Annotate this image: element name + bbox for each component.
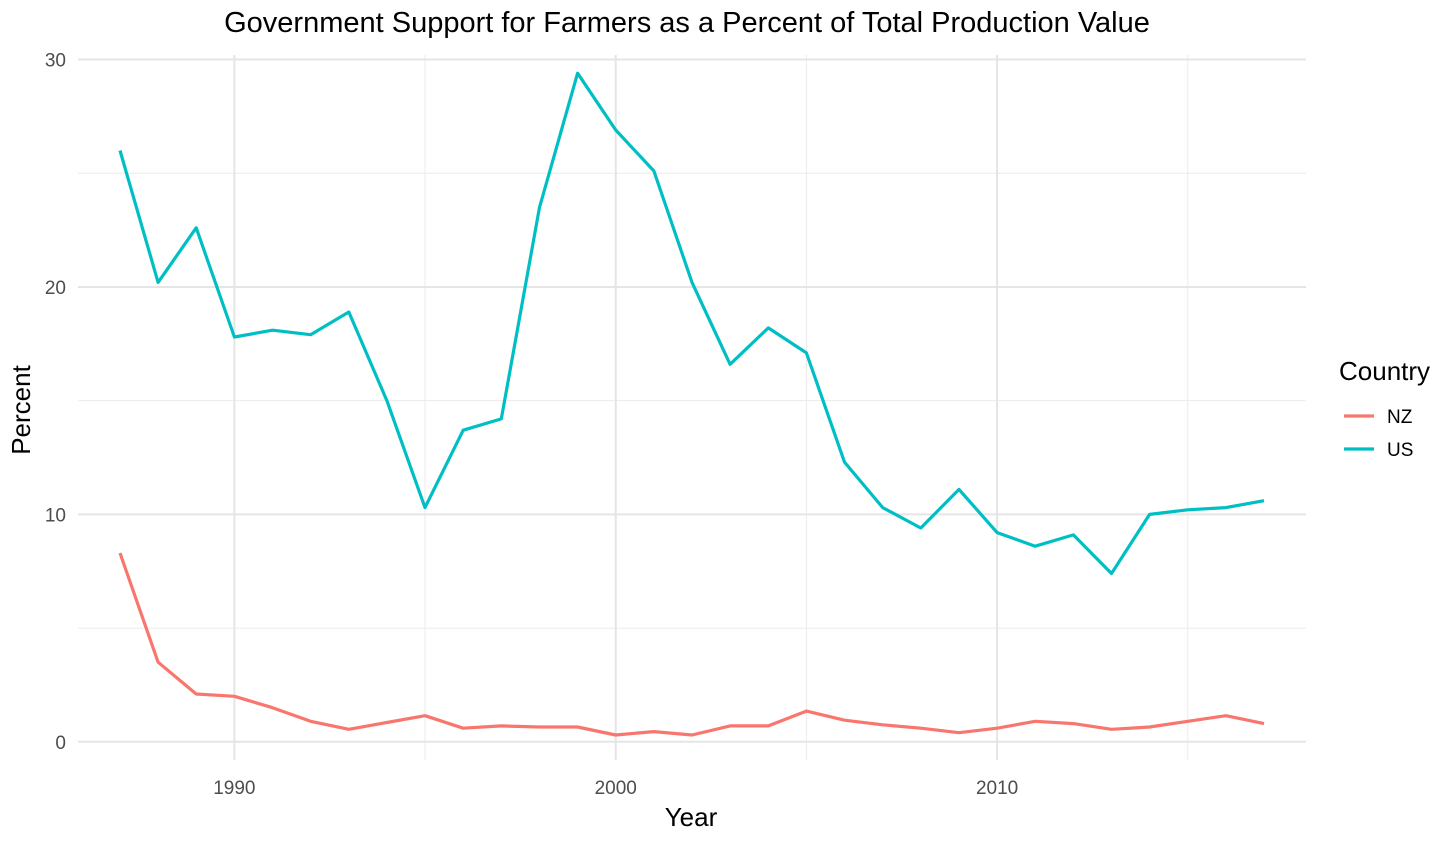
series-line-nz (118, 552, 1265, 737)
legend-label-nz: NZ (1387, 407, 1413, 428)
y-tick-label: 0 (55, 733, 66, 754)
y-tick-label: 30 (45, 51, 66, 72)
x-tick-label: 2010 (976, 778, 1018, 799)
series-lines (118, 71, 1265, 737)
gridlines (78, 55, 1306, 760)
x-axis-title: Year (665, 802, 718, 832)
chart-title: Government Support for Farmers as a Perc… (224, 7, 1150, 39)
x-tick-labels: 1990 2000 2010 (213, 778, 1018, 799)
y-axis-title: Percent (6, 364, 36, 454)
legend-title: Country (1339, 356, 1430, 386)
legend-label-us: US (1387, 440, 1413, 461)
y-tick-labels: 0 10 20 30 (45, 51, 66, 754)
x-tick-label: 2000 (595, 778, 637, 799)
y-tick-label: 10 (45, 505, 66, 526)
y-tick-label: 20 (45, 278, 66, 299)
x-tick-label: 1990 (213, 778, 255, 799)
legend: Country NZ US (1339, 356, 1430, 461)
series-line-us (118, 71, 1265, 576)
